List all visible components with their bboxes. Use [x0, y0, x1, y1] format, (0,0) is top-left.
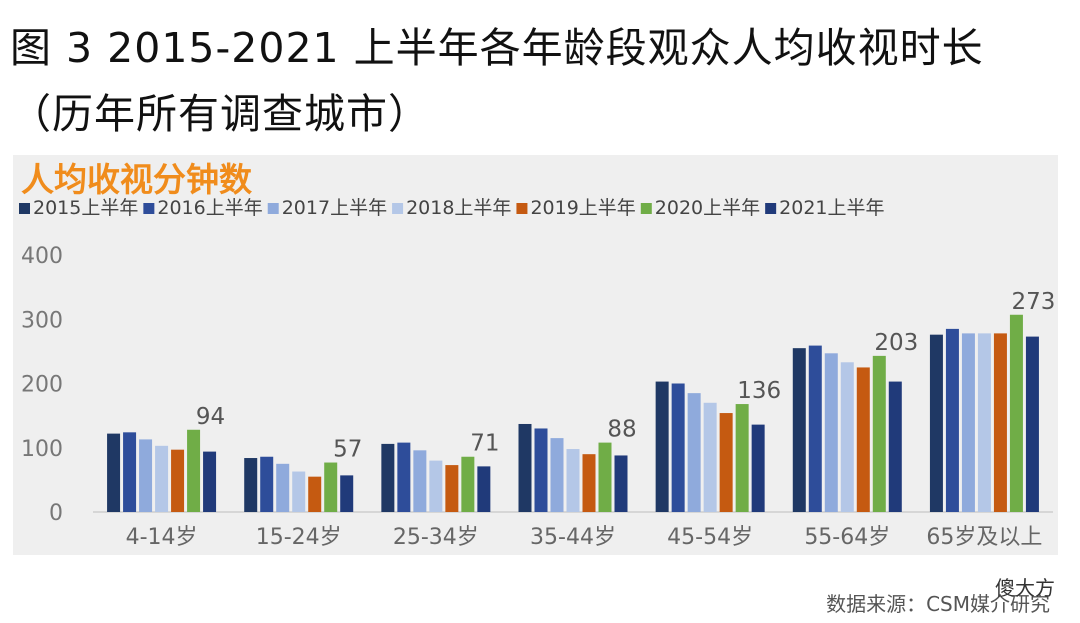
bar: [582, 454, 596, 512]
bar: [171, 449, 185, 512]
bar: [445, 465, 459, 512]
bar: [719, 413, 733, 512]
data-label: 136: [737, 378, 781, 404]
bar: [614, 455, 628, 512]
bar: [735, 404, 749, 512]
legend-label: 2016上半年: [157, 197, 262, 219]
bar: [381, 443, 395, 512]
bar: [840, 362, 854, 512]
bar: [808, 345, 822, 512]
bar: [123, 432, 137, 512]
bar: [945, 328, 959, 512]
bar: [477, 466, 491, 512]
bar: [413, 450, 427, 512]
bar: [1025, 336, 1039, 512]
bar: [139, 439, 153, 512]
bar: [203, 451, 217, 512]
figure-subtitle: （历年所有调查城市）: [10, 90, 430, 138]
bar: [292, 471, 306, 512]
y-tick-label: 0: [49, 501, 63, 526]
x-tick-label: 35-44岁: [530, 525, 616, 550]
watermark: 傻大方: [995, 576, 1055, 600]
bar: [340, 475, 354, 512]
bar: [550, 438, 564, 512]
bar: [993, 333, 1007, 512]
bar: [929, 334, 943, 512]
x-tick-label: 15-24岁: [256, 525, 342, 550]
data-label: 88: [607, 417, 636, 443]
legend-swatch: [516, 203, 528, 214]
bar: [598, 442, 612, 512]
bar: [244, 458, 258, 512]
bar: [792, 348, 806, 512]
bar: [324, 462, 338, 512]
legend-swatch: [143, 203, 155, 214]
bar: [187, 429, 201, 512]
bar: [461, 456, 475, 512]
legend-label: 2019上半年: [530, 197, 635, 219]
legend-label: 2021上半年: [779, 197, 884, 219]
legend-swatch: [765, 203, 777, 214]
y-tick-label: 300: [21, 308, 63, 333]
x-tick-label: 55-64岁: [804, 525, 890, 550]
x-tick-label: 45-54岁: [667, 525, 753, 550]
bar: [687, 393, 701, 512]
data-label: 71: [470, 431, 499, 457]
data-label: 94: [196, 404, 225, 430]
bar: [977, 333, 991, 512]
y-tick-label: 400: [21, 244, 63, 269]
legend-label: 2018上半年: [406, 197, 511, 219]
bar: [429, 460, 443, 512]
bar: [534, 428, 548, 512]
bar: [888, 381, 902, 512]
data-label: 203: [874, 330, 918, 356]
figure-title: 图 3 2015-2021 上半年各年龄段观众人均收视时长: [10, 24, 984, 72]
bar: [518, 423, 532, 512]
legend-swatch: [267, 203, 279, 214]
bar: [155, 445, 169, 512]
legend-label: 2017上半年: [282, 197, 387, 219]
bar: [872, 355, 886, 512]
legend-swatch: [392, 203, 404, 214]
y-tick-label: 200: [21, 373, 63, 398]
bar: [655, 381, 669, 512]
legend-swatch: [640, 203, 652, 214]
bar: [566, 449, 580, 512]
chart-panel: 人均收视分钟数 2015上半年 2016上半年 2017上半年 2018上半年 2019上…: [13, 155, 1058, 555]
data-source: 数据来源：CSM媒介研究: [826, 592, 1050, 616]
bar: [1009, 314, 1023, 512]
x-tick-label: 4-14岁: [126, 525, 198, 550]
legend-swatch: [19, 203, 30, 214]
legend-label: 2020上半年: [655, 197, 760, 219]
y-tick-label: 100: [21, 437, 63, 462]
bar: [308, 476, 322, 512]
bar: [824, 353, 838, 512]
bar: [276, 463, 290, 512]
x-tick-label: 65岁及以上: [926, 525, 1042, 550]
data-label: 57: [333, 437, 362, 463]
bar: [397, 442, 411, 512]
data-label: 273: [1011, 289, 1055, 315]
legend-label: 2015上半年: [33, 197, 138, 219]
bar: [961, 333, 975, 512]
chart-title: 人均收视分钟数: [21, 160, 253, 199]
x-tick-label: 25-34岁: [393, 525, 479, 550]
bar: [260, 456, 274, 512]
bar: [751, 424, 765, 512]
bar: [107, 433, 121, 512]
bar: [671, 383, 685, 512]
bar: [856, 367, 870, 512]
bar: [703, 402, 717, 512]
